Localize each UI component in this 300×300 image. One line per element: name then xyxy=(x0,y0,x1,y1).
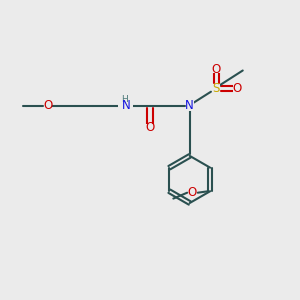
Text: N: N xyxy=(185,99,194,112)
FancyBboxPatch shape xyxy=(233,84,241,93)
FancyBboxPatch shape xyxy=(118,101,133,110)
Text: O: O xyxy=(212,62,221,76)
FancyBboxPatch shape xyxy=(45,101,52,110)
Text: S: S xyxy=(213,82,220,95)
FancyBboxPatch shape xyxy=(213,64,220,74)
Text: O: O xyxy=(146,122,154,134)
Text: N: N xyxy=(122,99,130,112)
FancyBboxPatch shape xyxy=(146,124,154,132)
Text: O: O xyxy=(232,82,242,95)
Text: O: O xyxy=(188,186,197,199)
FancyBboxPatch shape xyxy=(186,101,194,110)
FancyBboxPatch shape xyxy=(213,84,220,93)
Text: H: H xyxy=(121,95,128,104)
Text: O: O xyxy=(44,99,53,112)
FancyBboxPatch shape xyxy=(189,188,196,197)
